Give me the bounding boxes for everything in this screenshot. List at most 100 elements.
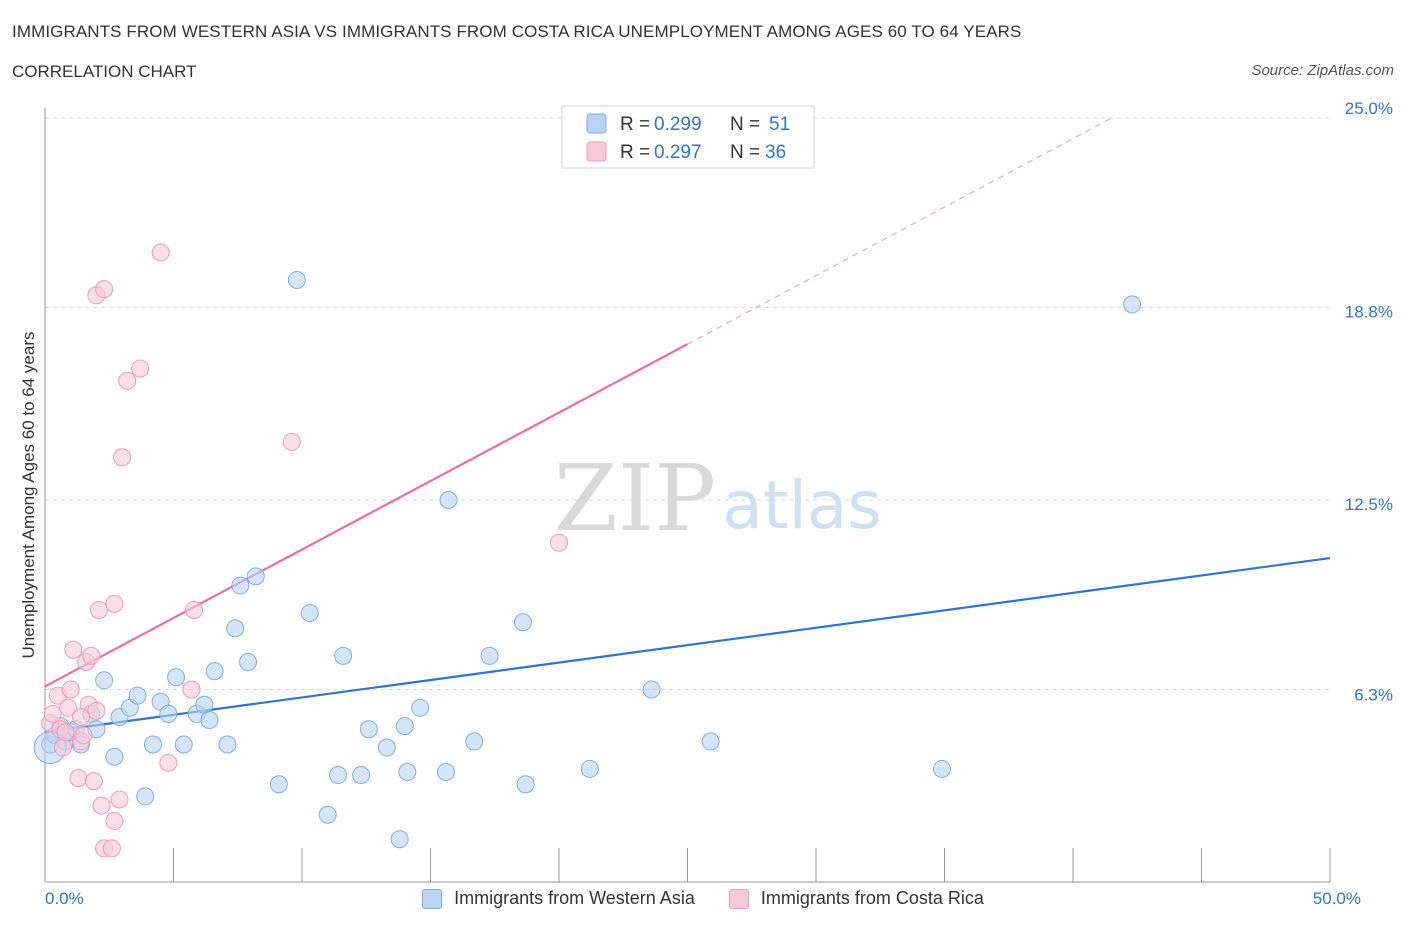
point-costa-rica-12[interactable]	[82, 646, 101, 665]
point-western-asia-31[interactable]	[300, 604, 319, 623]
series-western-asia	[33, 270, 1142, 849]
point-western-asia-17[interactable]	[159, 704, 178, 723]
legend-n-value-pink: 36	[765, 142, 786, 163]
point-costa-rica-19[interactable]	[95, 280, 114, 299]
point-costa-rica-28[interactable]	[159, 753, 178, 772]
point-western-asia-38[interactable]	[390, 830, 409, 849]
point-western-asia-26[interactable]	[231, 576, 250, 595]
point-costa-rica-25[interactable]	[118, 371, 137, 390]
legend-n-value-blue: 51	[769, 114, 790, 135]
chart-title: IMMIGRANTS FROM WESTERN ASIA VS IMMIGRAN…	[12, 22, 1022, 41]
point-western-asia-21[interactable]	[195, 695, 214, 714]
legend-r-label-blue: R =	[620, 114, 650, 135]
point-western-asia-33[interactable]	[328, 766, 347, 785]
point-costa-rica-1[interactable]	[43, 704, 62, 723]
point-western-asia-13[interactable]	[128, 686, 147, 705]
legend-item-costa-rica[interactable]: Immigrants from Costa Rica	[728, 888, 984, 909]
point-western-asia-34[interactable]	[334, 646, 353, 665]
point-western-asia-9[interactable]	[95, 671, 114, 690]
point-costa-rica-21[interactable]	[105, 594, 124, 613]
point-western-asia-50[interactable]	[701, 732, 720, 751]
watermark-atlas: atlas	[722, 467, 882, 544]
point-costa-rica-13[interactable]	[84, 772, 103, 791]
point-western-asia-24[interactable]	[218, 735, 237, 754]
legend-label-western-asia: Immigrants from Western Asia	[454, 888, 695, 908]
correlation-legend: R = 0.299 N = 51 R = 0.297 N = 36	[561, 105, 815, 169]
point-costa-rica-33[interactable]	[71, 707, 90, 726]
source-label: Source: ZipAtlas.com	[1251, 62, 1394, 79]
point-costa-rica-23[interactable]	[110, 790, 129, 809]
legend-n-label-pink: N =	[730, 142, 760, 163]
point-costa-rica-22[interactable]	[105, 811, 124, 830]
legend-swatch-pink	[586, 141, 607, 162]
point-costa-rica-27[interactable]	[151, 243, 170, 262]
point-costa-rica-26[interactable]	[131, 359, 150, 378]
point-costa-rica-32[interactable]	[550, 533, 568, 552]
point-costa-rica-35[interactable]	[74, 726, 93, 745]
point-western-asia-44[interactable]	[465, 732, 484, 751]
point-western-asia-10[interactable]	[105, 747, 124, 766]
point-western-asia-36[interactable]	[359, 720, 378, 739]
legend-r-value-blue: 0.299	[654, 114, 702, 135]
point-costa-rica-4[interactable]	[53, 738, 72, 757]
point-costa-rica-34[interactable]	[56, 723, 75, 742]
point-western-asia-48[interactable]	[580, 759, 599, 778]
trendline-extension-costa-rica	[687, 117, 1112, 345]
point-costa-rica-17[interactable]	[92, 796, 111, 815]
point-western-asia-51[interactable]	[932, 759, 951, 778]
point-western-asia-47[interactable]	[516, 775, 535, 794]
point-western-asia-28[interactable]	[246, 567, 265, 586]
y-tick-label-0: 25.0%	[1345, 99, 1393, 118]
x-tick-label-max: 50.0%	[1313, 889, 1361, 908]
point-western-asia-19[interactable]	[174, 735, 193, 754]
point-costa-rica-8[interactable]	[69, 769, 88, 788]
x-tick-label-min: 0.0%	[45, 889, 84, 908]
watermark-zip: ZIP	[554, 445, 716, 552]
point-costa-rica-7[interactable]	[64, 640, 83, 659]
legend-r-label-pink: R =	[620, 142, 650, 163]
legend-r-value-pink: 0.297	[654, 142, 702, 163]
point-costa-rica-31[interactable]	[282, 432, 301, 451]
point-western-asia-22[interactable]	[200, 711, 219, 730]
point-western-asia-49[interactable]	[642, 680, 661, 699]
point-western-asia-41[interactable]	[411, 698, 430, 717]
point-costa-rica-24[interactable]	[113, 448, 132, 467]
point-costa-rica-16[interactable]	[89, 601, 108, 620]
point-costa-rica-29[interactable]	[182, 680, 201, 699]
point-western-asia-42[interactable]	[436, 762, 455, 781]
point-costa-rica-5[interactable]	[59, 698, 78, 717]
y-tick-labels: 25.0% 18.8% 12.5% 6.3%	[1345, 99, 1393, 704]
point-western-asia-37[interactable]	[377, 738, 396, 757]
legend-label-costa-rica: Immigrants from Costa Rica	[760, 888, 984, 908]
point-costa-rica-14[interactable]	[87, 701, 106, 720]
point-western-asia-30[interactable]	[287, 270, 306, 289]
legend-item-western-asia[interactable]: Immigrants from Western Asia	[422, 888, 695, 909]
point-western-asia-32[interactable]	[318, 805, 337, 824]
point-western-asia-15[interactable]	[143, 735, 162, 754]
y-axis-title: Unemployment Among Ages 60 to 64 years	[19, 332, 38, 659]
point-western-asia-35[interactable]	[352, 766, 371, 785]
point-western-asia-46[interactable]	[514, 613, 533, 632]
point-western-asia-52[interactable]	[1123, 295, 1142, 314]
point-western-asia-40[interactable]	[398, 762, 417, 781]
point-western-asia-45[interactable]	[480, 646, 499, 665]
legend-swatch-blue	[586, 113, 607, 134]
x-ticks	[173, 848, 1331, 882]
point-costa-rica-30[interactable]	[185, 601, 204, 620]
point-costa-rica-20[interactable]	[102, 839, 121, 858]
point-western-asia-18[interactable]	[167, 668, 186, 687]
point-western-asia-43[interactable]	[439, 491, 458, 509]
bottom-legend: Immigrants from Western Asia Immigrants …	[0, 888, 1406, 909]
watermark: ZIP atlas	[554, 445, 882, 552]
point-western-asia-25[interactable]	[226, 619, 245, 638]
gridlines	[45, 117, 1330, 690]
point-western-asia-39[interactable]	[395, 717, 414, 736]
point-western-asia-27[interactable]	[239, 652, 258, 671]
point-costa-rica-6[interactable]	[61, 680, 80, 699]
y-tick-label-1: 18.8%	[1345, 302, 1393, 321]
point-western-asia-29[interactable]	[269, 775, 288, 794]
point-western-asia-23[interactable]	[205, 662, 224, 681]
chart-subtitle: CORRELATION CHART	[12, 62, 197, 81]
point-western-asia-14[interactable]	[136, 787, 155, 806]
